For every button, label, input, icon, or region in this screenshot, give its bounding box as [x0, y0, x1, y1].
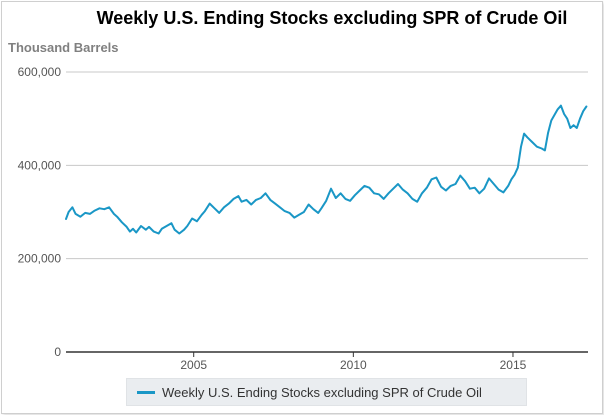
y-tick-label: 600,000	[18, 65, 62, 79]
x-tick-label: 2005	[180, 358, 207, 372]
chart-title: Weekly U.S. Ending Stocks excluding SPR …	[96, 8, 568, 28]
series-line	[65, 104, 588, 235]
x-tick-label: 2015	[500, 358, 527, 372]
legend[interactable]: Weekly U.S. Ending Stocks excluding SPR …	[126, 378, 527, 406]
legend-label: Weekly U.S. Ending Stocks excluding SPR …	[162, 384, 482, 400]
legend-swatch	[137, 390, 155, 394]
x-tick-label: 2010	[340, 358, 367, 372]
y-axis-label: Thousand Barrels	[8, 40, 119, 55]
y-tick-label: 400,000	[18, 158, 62, 172]
y-tick-label: 200,000	[18, 252, 62, 266]
y-tick-label: 0	[54, 345, 61, 359]
